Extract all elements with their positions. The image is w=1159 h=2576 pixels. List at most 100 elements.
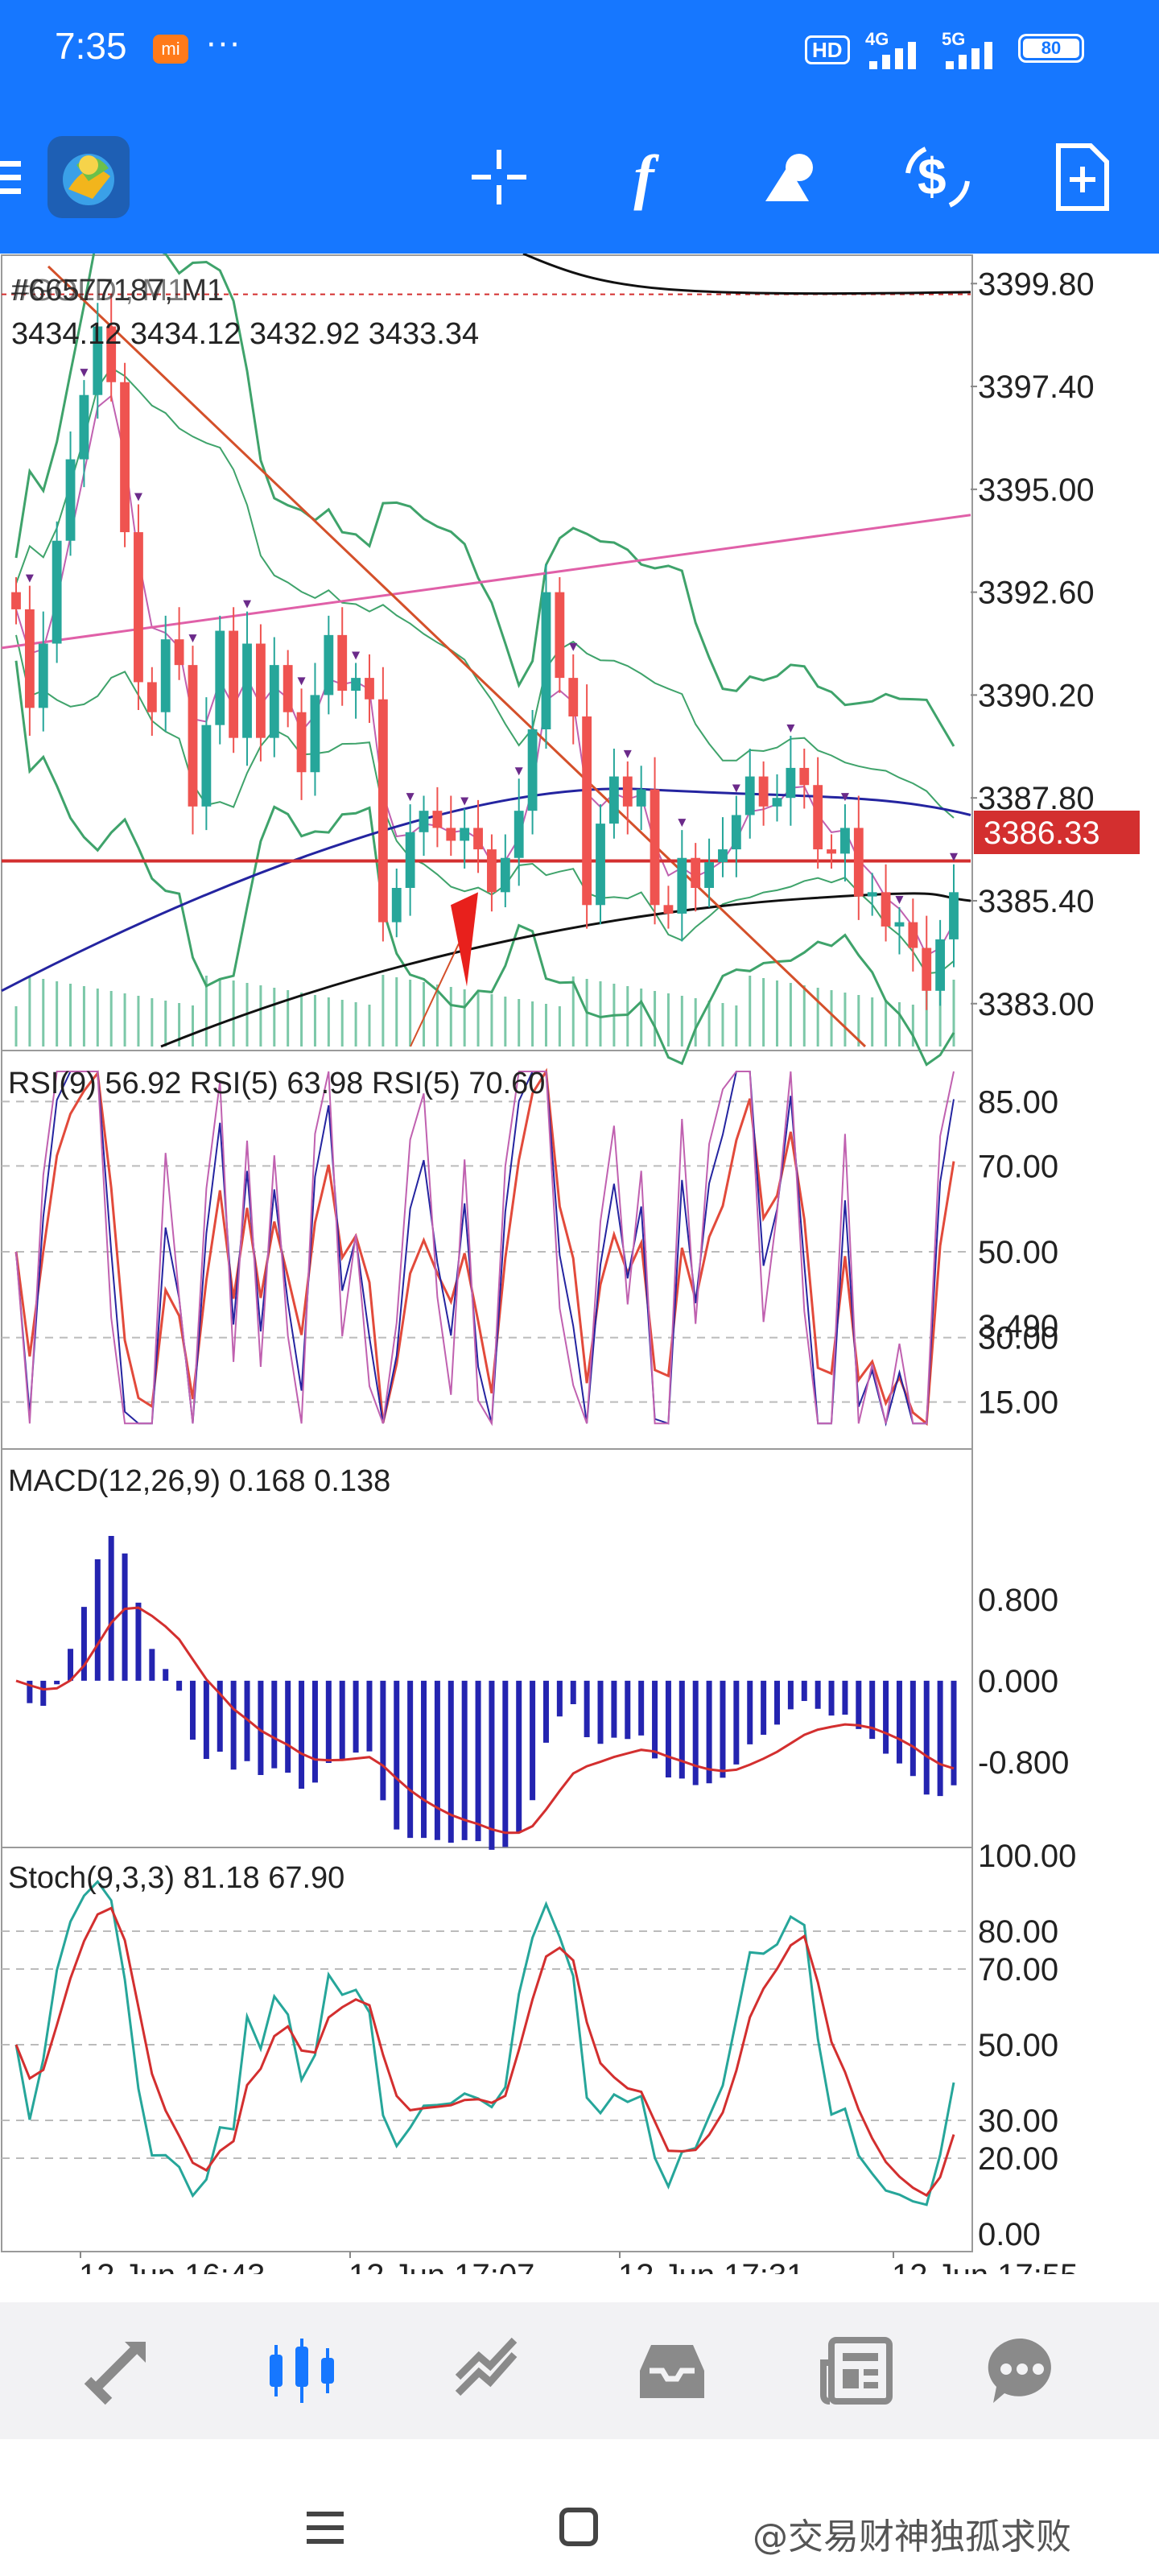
bottom-navigation [0, 2302, 1159, 2439]
recents-icon[interactable] [302, 2504, 350, 2552]
current-price: 3386.33 [984, 815, 1100, 851]
stoch-axis-label: 0.00 [978, 2217, 1041, 2252]
candle-body [256, 643, 266, 738]
price-axis-label: 3390.20 [978, 678, 1095, 713]
new-order-icon [1056, 143, 1109, 211]
price-axis-label: 3385.40 [978, 884, 1095, 919]
fractal-marker [514, 767, 523, 776]
svg-text:$: $ [918, 147, 947, 205]
candle-body [608, 776, 619, 824]
rsi-axis-label: 30.00 [978, 1321, 1058, 1356]
candle-body [106, 326, 117, 382]
candle-body [935, 939, 946, 991]
candle-body [432, 811, 443, 828]
candle-body [922, 947, 932, 991]
ma-black [160, 892, 971, 1048]
candle-body [146, 682, 157, 712]
nav-history[interactable] [616, 2322, 728, 2419]
stoch-axis-label: 50.00 [978, 2028, 1058, 2063]
candle-body [215, 630, 225, 725]
metatrader-logo[interactable] [40, 129, 137, 225]
candle-body [269, 665, 279, 738]
fractal-marker [732, 784, 740, 793]
candle-body [201, 724, 212, 807]
fractal-marker [678, 819, 687, 828]
candle-body [772, 798, 782, 807]
fractal-marker [840, 793, 849, 802]
rsi-axis-label: 85.00 [978, 1084, 1058, 1120]
rsi-axis-label: 70.00 [978, 1149, 1058, 1184]
current-price-tag [974, 811, 1140, 854]
bollinger-lower [14, 660, 955, 1067]
candle-body [351, 678, 361, 691]
candle-body [391, 888, 402, 923]
chat-icon [988, 2338, 1051, 2403]
battery-icon: 80 [1018, 34, 1084, 63]
fractal-marker [352, 651, 361, 660]
candle-body [419, 811, 429, 832]
objects-button[interactable] [744, 129, 841, 225]
candle-body [188, 665, 198, 807]
stoch-axis-label: 30.00 [978, 2103, 1058, 2139]
toolbar: f $ [0, 97, 1159, 254]
chart-symbol-overlap: #66577187, M1 [11, 274, 224, 308]
candle-body [65, 459, 76, 541]
ma-blue [1, 787, 971, 993]
candle-body [744, 776, 755, 815]
ma-black-upper [522, 254, 971, 295]
crosshair-button[interactable] [451, 129, 547, 225]
candle-body [949, 892, 959, 939]
menu-button[interactable] [0, 129, 64, 225]
ma-fast [15, 394, 955, 957]
nav-chat[interactable] [966, 2322, 1079, 2419]
price-axis-label: 3395.00 [978, 473, 1095, 508]
chart-frame [1, 254, 973, 2252]
news-icon [820, 2337, 893, 2405]
rsi-axis-label: 50.00 [978, 1235, 1058, 1270]
candle-body [908, 922, 918, 948]
arrow-line [410, 943, 460, 1047]
hd-badge: HD [805, 35, 850, 64]
crosshair-icon [472, 150, 526, 204]
fractal-marker [786, 724, 795, 733]
candle-body [853, 828, 864, 897]
candle-body [377, 699, 388, 923]
fractal-marker [188, 634, 197, 643]
price-axis-label: 3383.00 [978, 987, 1095, 1022]
chart-canvas[interactable]: 3399.80 3397.40 3395.00 3392.60 3390.20 3387.… [0, 254, 1159, 2274]
price-axis-label: 3387.80 [978, 781, 1095, 816]
fractal-marker [569, 642, 578, 651]
candle-body [500, 857, 510, 893]
nav-quotes[interactable] [60, 2322, 173, 2419]
new-order-button[interactable] [1034, 129, 1131, 225]
network-4g: 4G [865, 29, 889, 49]
candle-body [704, 862, 714, 888]
candle-body [283, 665, 293, 712]
nav-chart[interactable] [245, 2322, 358, 2419]
bollinger-inner-lower [15, 634, 955, 975]
candle-body [24, 609, 35, 708]
price-axis-label: 3392.60 [978, 576, 1095, 611]
trade-button[interactable]: $ [889, 129, 986, 225]
stoch-panel [2, 1880, 971, 2207]
candle-body [405, 832, 415, 888]
candle-body [867, 892, 877, 897]
fractal-marker [950, 852, 958, 861]
trend-line [47, 265, 867, 1048]
indicators-button[interactable]: f [596, 129, 692, 225]
nav-trade[interactable] [431, 2322, 543, 2419]
home-icon[interactable] [555, 2504, 604, 2552]
chart-area[interactable]: 3399.80 3397.40 3395.00 3392.60 3390.20 3387.… [0, 254, 1159, 2274]
candle-body [460, 828, 470, 841]
fractal-marker [134, 493, 142, 502]
macd-axis-label: 0.800 [978, 1583, 1058, 1618]
nav-news[interactable] [801, 2322, 914, 2419]
time-axis-label: 12 Jun 17:31 [618, 2258, 804, 2274]
candle-body [79, 394, 89, 460]
fractal-marker [297, 677, 306, 686]
rsi-label: RSI(9) 56.92 RSI(5) 63.98 RSI(5) 70.60 [8, 1067, 545, 1100]
candle-body [568, 678, 579, 717]
fractal-marker [25, 574, 34, 583]
main-price-panel [1, 254, 977, 1067]
stoch-d-line [14, 1906, 955, 2198]
